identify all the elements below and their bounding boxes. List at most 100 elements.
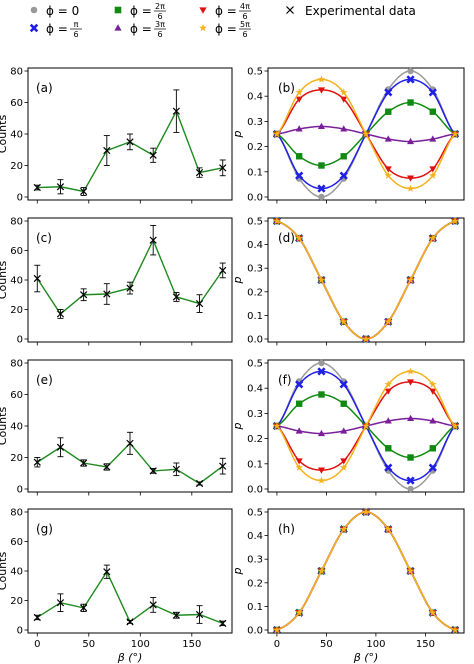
legend-frac-num-3: 3π xyxy=(155,20,165,29)
series-point-0 xyxy=(318,359,325,367)
legend-marker-2 xyxy=(114,6,122,14)
x-axis-label: β (°) xyxy=(117,651,143,664)
series-point-1 xyxy=(406,476,415,485)
legend-frac-den-4: 6 xyxy=(242,12,247,21)
y-axis-label: Counts xyxy=(0,552,9,591)
data-point xyxy=(80,459,88,467)
series-point-5 xyxy=(384,380,393,388)
legend-item-1: ϕ = π6 xyxy=(29,20,82,39)
legend-frac-den-1: 6 xyxy=(73,30,78,39)
panel-1: 0.0 0.1 0.2 0.3 0.4 0.5 p (b) xyxy=(231,67,465,204)
series-point-4 xyxy=(295,96,303,103)
series-point-5 xyxy=(362,508,370,516)
series-point-0 xyxy=(407,67,414,75)
y-tick-label: 20 xyxy=(10,453,23,464)
y-tick-label: 80 xyxy=(10,217,23,228)
series-point-1 xyxy=(295,380,304,389)
series-point-1 xyxy=(339,380,348,389)
series-point-5 xyxy=(295,608,303,616)
series-point-3 xyxy=(317,122,325,129)
series-point-3 xyxy=(429,417,437,424)
series-point-2 xyxy=(385,445,392,452)
x-tick-label: 150 xyxy=(416,639,435,650)
y-tick-label: 0.5 xyxy=(247,508,263,519)
data-line xyxy=(36,570,223,625)
data-point xyxy=(172,293,180,301)
series-point-2 xyxy=(318,162,325,169)
series-point-5 xyxy=(384,317,393,325)
data-point xyxy=(172,107,180,115)
y-tick-label: 60 xyxy=(10,246,23,257)
series-point-3 xyxy=(407,137,415,145)
data-point xyxy=(33,274,41,283)
series-point-2 xyxy=(407,454,414,461)
series-point-5 xyxy=(451,217,459,225)
series-point-5 xyxy=(273,130,281,138)
series-point-1 xyxy=(384,88,393,97)
y-tick-label: 80 xyxy=(10,359,23,370)
series-point-5 xyxy=(317,276,326,284)
panel-4: 0 20 40 60 80 Counts (e) xyxy=(0,359,233,496)
series-curve-5 xyxy=(276,511,456,631)
y-tick-label: 0.3 xyxy=(247,555,263,566)
series-point-5 xyxy=(406,184,415,192)
x-tick-label: 0 xyxy=(34,639,40,650)
panel-frame-6 xyxy=(27,508,233,634)
series-point-1 xyxy=(428,88,437,97)
y-tick-label: 80 xyxy=(10,67,23,78)
y-tick-label: 0.2 xyxy=(247,434,263,445)
panel-2: 0 20 40 60 80 Counts (c) xyxy=(0,217,233,346)
data-point xyxy=(149,467,157,475)
y-axis-label: Counts xyxy=(0,115,9,154)
data-point xyxy=(56,310,65,318)
data-point xyxy=(219,266,227,275)
data-point xyxy=(172,611,180,619)
panel-frame-5 xyxy=(267,359,465,493)
y-axis-label: p xyxy=(231,276,244,284)
y-axis-label: Counts xyxy=(0,407,9,446)
data-point xyxy=(33,183,41,192)
y-tick-label: 0.4 xyxy=(247,531,263,542)
data-point xyxy=(219,164,227,172)
data-line xyxy=(36,238,224,315)
series-point-2 xyxy=(340,153,347,160)
legend-frac-num-5: 5π xyxy=(240,20,250,29)
data-point xyxy=(33,613,41,622)
x-tick-label: 100 xyxy=(366,639,385,650)
series-point-4 xyxy=(384,166,392,173)
legend-label-1: ϕ = xyxy=(46,22,68,36)
series-point-2 xyxy=(385,108,392,115)
y-tick-label: 0.0 xyxy=(247,193,263,204)
series-point-4 xyxy=(384,388,392,395)
series-point-5 xyxy=(273,422,281,430)
legend-frac-den-3: 6 xyxy=(157,30,162,39)
legend-item-3: ϕ = 3π6 xyxy=(114,20,166,39)
panel-label: (b) xyxy=(278,81,295,95)
y-axis-label: p xyxy=(231,567,244,575)
series-curve-3 xyxy=(276,511,456,631)
y-tick-label: 0.0 xyxy=(247,626,263,637)
series-point-3 xyxy=(407,414,415,421)
y-tick-label: 0.2 xyxy=(247,142,263,153)
y-tick-label: 0.3 xyxy=(247,117,263,128)
series-point-4 xyxy=(340,458,348,465)
x-tick-label: 100 xyxy=(131,639,150,650)
legend-label-experimental: Experimental data xyxy=(305,4,416,18)
y-tick-label: 0.5 xyxy=(247,359,263,370)
series-point-5 xyxy=(362,335,370,343)
data-point xyxy=(195,610,204,619)
series-point-5 xyxy=(339,463,348,471)
panel-3: 0.0 0.1 0.2 0.3 0.4 0.5 p (d) xyxy=(231,217,465,346)
y-tick-label: 0.0 xyxy=(247,335,263,346)
y-tick-label: 0.1 xyxy=(247,167,263,178)
legend-label-4: ϕ = xyxy=(215,4,237,18)
legend-frac-num-1: π xyxy=(74,20,79,29)
data-line xyxy=(37,109,223,193)
y-tick-label: 0 xyxy=(17,626,23,637)
panel-7: 0.0 0.1 0.2 0.3 0.4 0.5 0 50 100 150 β (°) p (h) xyxy=(231,508,465,664)
series-point-4 xyxy=(317,87,325,94)
data-point xyxy=(56,183,65,191)
y-tick-label: 60 xyxy=(10,98,23,109)
panel-frame-1 xyxy=(267,67,465,201)
